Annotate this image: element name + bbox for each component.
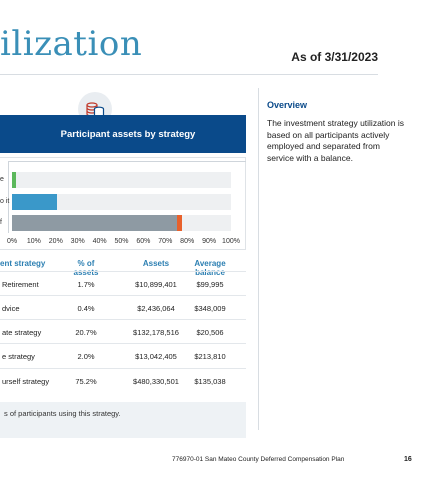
x-tick-label: 40% [92,238,107,245]
bar-category-label: e [0,176,4,183]
bar-category-label: o it [0,198,10,205]
table-row-divider [0,271,246,272]
table-header-cell: ent strategy [0,259,46,268]
table-row-divider [0,295,246,296]
overview-heading: Overview [267,100,308,110]
chart-frame [8,161,246,233]
table-header-cell: % of assets [73,259,99,277]
table-cell: 75.2% [75,377,97,386]
x-tick-label: 100% [222,238,240,245]
bar-track [12,194,231,210]
overview-text: The investment strategy utilization is b… [267,118,405,163]
table-cell: $10,899,401 [135,280,177,289]
page-title: ilization [0,24,143,64]
table-cell: $213,810 [194,352,226,361]
table-cell: $13,042,405 [135,352,177,361]
table-header-cell: Average balance [194,259,226,277]
x-tick-label: 30% [70,238,85,245]
bar-segment [12,194,58,210]
table-cell: $348,009 [194,304,226,313]
table-cell: ate strategy [2,328,42,337]
x-tick-label: 50% [114,238,129,245]
table-cell: $135,038 [194,377,226,386]
x-tick-label: 60% [136,238,151,245]
x-tick-label: 80% [180,238,195,245]
x-tick-label: 0% [6,238,18,245]
table-footnote: s of participants using this strategy. [0,402,246,438]
as-of-date: As of 3/31/2023 [291,50,378,64]
bar-segment [176,215,182,231]
table-header-cell: Assets [142,259,170,268]
table-cell: 1.7% [77,280,95,289]
table-cell: 2.0% [77,352,95,361]
x-tick-label: 10% [26,238,41,245]
table-cell: $480,330,501 [133,377,179,386]
bar-track [12,172,231,188]
x-tick-label: 70% [158,238,173,245]
table-row-divider [0,368,246,369]
page-number: 16 [404,456,412,463]
column-divider [258,88,259,430]
table-cell: $2,436,064 [137,304,175,313]
table-cell: dvice [2,304,20,313]
bar-segment [12,215,177,231]
footer-plan-name: 776970-01 San Mateo County Deferred Comp… [172,456,345,463]
bar-segment [12,172,16,188]
x-tick-label: 90% [202,238,217,245]
table-cell: $20,506 [196,328,224,337]
table-cell: $132,178,516 [133,328,179,337]
x-tick-label: 20% [48,238,63,245]
table-row-divider [0,319,246,320]
table-cell: 20.7% [75,328,97,337]
title-divider [0,74,378,75]
table-cell: $99,995 [196,280,224,289]
table-cell: Retirement [2,280,39,289]
bar-category-label: f [0,219,2,226]
table-row-divider [0,343,246,344]
chart-banner: Participant assets by strategy [0,115,246,153]
chart-banner-title: Participant assets by strategy [60,128,196,140]
table-cell: 0.4% [77,304,95,313]
table-cell: urself strategy [2,377,50,386]
table-cell: e strategy [2,352,35,361]
